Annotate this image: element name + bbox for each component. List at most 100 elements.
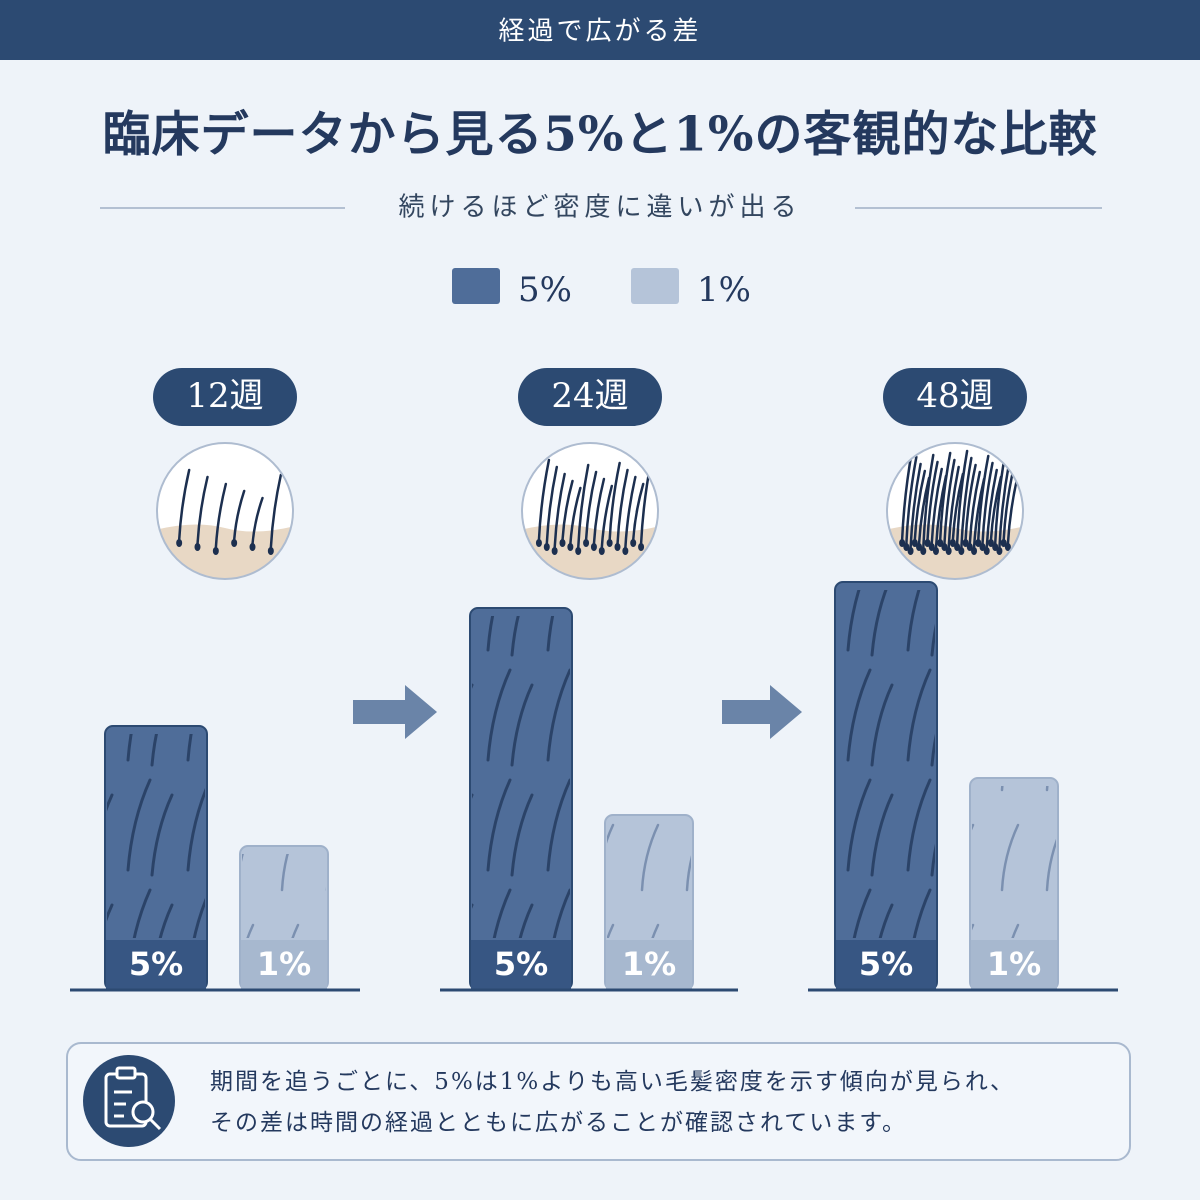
bar-texture bbox=[472, 616, 570, 938]
chart-title: 臨床データから見る5%と1%の客観的な比較 bbox=[102, 107, 1097, 163]
follicle bbox=[535, 539, 542, 547]
hair bbox=[214, 482, 228, 550]
hair bbox=[905, 455, 918, 546]
hair bbox=[576, 463, 590, 550]
hair bbox=[537, 458, 551, 542]
follicle bbox=[1000, 539, 1007, 547]
hair bbox=[981, 461, 994, 546]
hair bbox=[196, 475, 209, 546]
hair bbox=[922, 453, 935, 550]
week-pill bbox=[153, 368, 297, 426]
follicle bbox=[924, 539, 931, 547]
hair bbox=[938, 451, 952, 542]
week-pill bbox=[883, 368, 1027, 426]
follicle bbox=[231, 539, 238, 547]
arrow bbox=[722, 685, 802, 739]
hair bbox=[553, 472, 566, 550]
hair bbox=[631, 482, 645, 542]
hair bbox=[913, 469, 927, 542]
follicle bbox=[937, 539, 944, 547]
week-label: 24週 bbox=[551, 376, 628, 416]
bar-label: 5% bbox=[129, 945, 183, 983]
bar-label-band bbox=[971, 940, 1057, 989]
bar-label-band bbox=[471, 940, 571, 989]
follicle bbox=[630, 539, 637, 547]
clipboard-icon bbox=[104, 1066, 162, 1131]
follicle bbox=[598, 547, 605, 555]
bar-label: 5% bbox=[494, 945, 548, 983]
week-label: 12週 bbox=[186, 376, 263, 416]
hair bbox=[545, 465, 559, 546]
hair bbox=[964, 463, 977, 542]
follicle bbox=[979, 543, 986, 551]
follicle bbox=[622, 547, 629, 555]
hair bbox=[968, 470, 982, 546]
follicle bbox=[249, 543, 256, 551]
follicle bbox=[614, 543, 621, 551]
follicle bbox=[590, 543, 597, 551]
bar-texture bbox=[972, 786, 1056, 938]
follicle bbox=[907, 547, 914, 555]
follicle bbox=[551, 547, 558, 555]
legend-swatch bbox=[631, 268, 679, 304]
follicle bbox=[966, 543, 973, 551]
follicle bbox=[949, 539, 956, 547]
hair bbox=[616, 468, 629, 546]
hair bbox=[947, 465, 960, 550]
follicle bbox=[932, 547, 939, 555]
bar-label: 1% bbox=[257, 945, 311, 983]
bar-label: 5% bbox=[859, 945, 913, 983]
follicle bbox=[962, 539, 969, 547]
bar-texture bbox=[837, 590, 935, 938]
week-label: 48週 bbox=[916, 376, 993, 416]
follicle bbox=[911, 539, 918, 547]
follicle bbox=[975, 539, 982, 547]
follicle bbox=[559, 539, 566, 547]
hair bbox=[177, 468, 191, 542]
bar-label-band bbox=[836, 940, 936, 989]
bar-texture bbox=[607, 823, 691, 938]
hair bbox=[584, 470, 598, 542]
legend-swatch bbox=[452, 268, 500, 304]
bar-label-band bbox=[106, 940, 206, 989]
follicle bbox=[583, 539, 590, 547]
hair bbox=[943, 458, 956, 546]
follicle bbox=[543, 543, 550, 551]
bar-label: 1% bbox=[622, 945, 676, 983]
hair bbox=[926, 460, 939, 542]
hair bbox=[955, 449, 969, 546]
note-box bbox=[66, 1042, 1131, 1161]
hair bbox=[608, 461, 621, 542]
week-pill bbox=[518, 368, 662, 426]
follicle bbox=[971, 547, 978, 555]
follicle bbox=[899, 539, 906, 547]
follicle bbox=[916, 543, 923, 551]
follicle bbox=[267, 547, 274, 555]
scalp-ring bbox=[521, 442, 659, 580]
follicle bbox=[945, 547, 952, 555]
arrow bbox=[353, 685, 437, 739]
hair bbox=[930, 467, 943, 546]
follicle bbox=[987, 539, 994, 547]
header-title: 経過で広がる差 bbox=[498, 17, 701, 47]
follicle bbox=[920, 547, 927, 555]
follicle bbox=[176, 539, 183, 547]
follicle bbox=[928, 543, 935, 551]
follicle bbox=[1004, 543, 1011, 551]
note-line: 期間を追うごとに、5%は1%よりも高い毛髪密度を示す傾向が見られ、 bbox=[210, 1069, 1015, 1095]
follicle bbox=[983, 547, 990, 555]
follicle bbox=[575, 547, 582, 555]
scalp-ring bbox=[156, 442, 294, 580]
follicle bbox=[606, 539, 613, 547]
follicle bbox=[567, 543, 574, 551]
follicle bbox=[212, 547, 219, 555]
note: 期間を追うごとに、5%は1%よりも高い毛髪密度を示す傾向が見られ、その差は時間の… bbox=[210, 1069, 1015, 1136]
bar-label: 1% bbox=[987, 945, 1041, 983]
hair bbox=[269, 473, 283, 550]
hair bbox=[232, 489, 246, 542]
hair bbox=[985, 468, 998, 550]
follicle bbox=[941, 543, 948, 551]
